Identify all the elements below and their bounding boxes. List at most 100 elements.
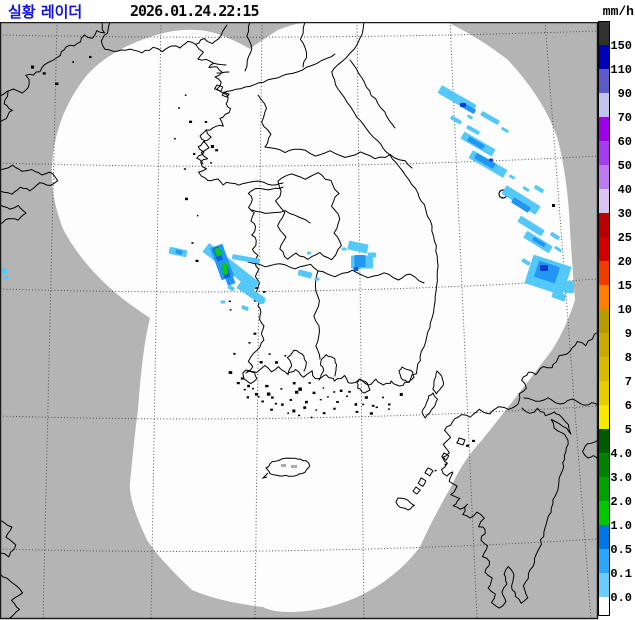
- islet: [191, 242, 194, 244]
- coastline-path: [251, 209, 311, 224]
- islet: [270, 408, 273, 411]
- islet: [388, 408, 390, 410]
- islet: [240, 377, 244, 380]
- islet: [310, 416, 313, 419]
- precip-cell: [480, 111, 500, 125]
- islet: [298, 414, 301, 417]
- precip-cell: [175, 249, 183, 255]
- header-bar: 실황 레이더 2026.01.24.22:15: [0, 0, 598, 22]
- precip-cell: [522, 186, 530, 192]
- graticule-grid: [0, 21, 599, 620]
- precip-cell: [467, 114, 473, 120]
- colorbar-segment: [599, 333, 609, 357]
- jeju-terrain-dot: [291, 465, 297, 468]
- coastline-path: [214, 84, 224, 92]
- colorbar-segment: [599, 69, 609, 93]
- colorbar-segment: [599, 261, 609, 285]
- colorbar-tick-label: 7: [625, 375, 632, 389]
- coastline-path: [441, 403, 572, 609]
- islet: [355, 410, 359, 413]
- colorbar-segment: [599, 405, 609, 429]
- islet: [210, 162, 212, 164]
- islet: [354, 403, 358, 406]
- colorbar-segment: [599, 357, 609, 381]
- islet: [236, 381, 240, 385]
- islet: [255, 392, 259, 396]
- map-area: [0, 21, 599, 620]
- islet: [348, 390, 351, 393]
- precip-cell: [227, 284, 235, 292]
- colorbar-segment: [599, 93, 609, 117]
- colorbar-tick-label: 20: [618, 255, 632, 269]
- precip-cell: [501, 127, 509, 133]
- islet: [174, 137, 176, 140]
- islet: [303, 406, 307, 409]
- precip-cell: [214, 247, 222, 257]
- islet: [274, 402, 277, 405]
- precip-cell: [496, 167, 504, 173]
- islet: [375, 406, 378, 409]
- coastline-path: [0, 573, 24, 619]
- coastline-path: [264, 146, 413, 169]
- islet: [280, 388, 283, 390]
- colorbar-tick-label: 90: [618, 87, 632, 101]
- islet: [274, 361, 279, 364]
- islet: [183, 168, 186, 170]
- islet: [233, 352, 236, 355]
- islet: [265, 384, 269, 388]
- precip-cell: [231, 254, 261, 264]
- islet: [178, 107, 180, 109]
- coastline-path: [412, 486, 421, 495]
- precip-cell: [501, 185, 541, 215]
- coastline-path: [456, 437, 466, 446]
- coastline-path: [299, 21, 308, 68]
- precip-cell: [511, 197, 531, 213]
- islet: [261, 400, 264, 403]
- islet: [254, 286, 258, 289]
- coastline-path: [395, 497, 415, 511]
- coastline-path: [313, 270, 321, 360]
- colorbar-tick-label: 8: [625, 351, 632, 365]
- islet: [371, 404, 375, 407]
- jeju-terrain-dot: [281, 464, 286, 467]
- colorbar-tick-label: 25: [618, 231, 632, 245]
- islet: [362, 403, 365, 406]
- islet: [42, 72, 46, 75]
- islet: [253, 332, 257, 335]
- colorbar-segment: [599, 597, 609, 615]
- precip-cell: [307, 251, 311, 255]
- coastline-path: [195, 44, 224, 94]
- colorbar-tick-label: 3.0: [610, 471, 632, 485]
- coastline-path: [221, 91, 230, 98]
- islet: [189, 120, 193, 123]
- colorbar-tick-label: 5: [625, 423, 632, 437]
- colorbar-tick-label: 15: [618, 279, 632, 293]
- islet: [312, 391, 316, 395]
- islet: [444, 463, 447, 466]
- colorbar-tick-label: 10: [618, 303, 632, 317]
- precip-cell: [252, 293, 266, 305]
- coastline-path: [245, 356, 421, 387]
- coastline-path: [100, 21, 228, 54]
- colorbar-tick-label: 1.0: [610, 519, 632, 533]
- islet: [185, 197, 188, 201]
- precip-cell: [550, 232, 560, 240]
- islet: [228, 371, 233, 374]
- precip-cell: [0, 268, 7, 274]
- coastline-path: [517, 331, 599, 405]
- jeju-island: [261, 457, 311, 479]
- colorbar-segment: [599, 573, 609, 597]
- islet: [268, 353, 271, 355]
- islet: [262, 291, 266, 293]
- precip-cell: [564, 281, 574, 293]
- colorbar-tick-label: 30: [618, 207, 632, 221]
- precip-cell: [521, 258, 531, 266]
- islet: [271, 396, 274, 399]
- precip-cell: [450, 115, 462, 125]
- coastline-path: [318, 354, 338, 381]
- colorbar-segment: [599, 189, 609, 213]
- islet: [195, 259, 199, 263]
- islet: [339, 389, 343, 392]
- colorbar-segment: [599, 22, 609, 45]
- colorbar: 150 110 90 70 60 50 40 30 25 20 15 10 9 8 7 6 5 4.0 3.0 2.0…: [598, 4, 634, 616]
